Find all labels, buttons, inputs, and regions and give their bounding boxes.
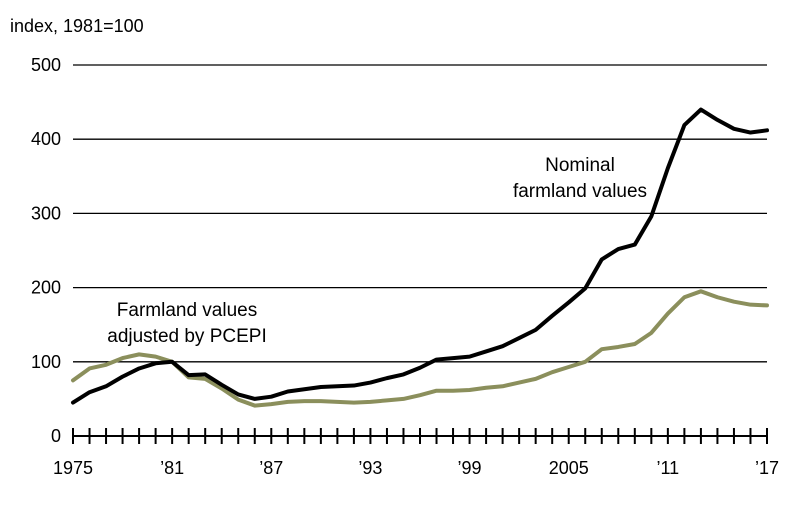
x-tick-label-2005: 2005	[549, 458, 589, 478]
x-tick-label-1999: ’99	[458, 458, 482, 478]
y-tick-label-100: 100	[31, 352, 61, 372]
x-tick-label-2011: ’11	[657, 458, 680, 478]
y-tick-label-400: 400	[31, 129, 61, 149]
y-tick-label-200: 200	[31, 278, 61, 298]
x-tick-label-1975: 1975	[53, 458, 93, 478]
y-gridlines	[73, 64, 767, 363]
y-tick-label-300: 300	[31, 203, 61, 223]
series-annotations: Nominal farmland values Farmland values adj…	[107, 155, 647, 347]
x-tick-label-1987: ’87	[259, 458, 283, 478]
x-tick-label-2017: ’17	[755, 458, 779, 478]
x-axis	[72, 428, 768, 444]
series-label-line: Nominal	[545, 155, 615, 176]
series-label-line: adjusted by PCEPI	[107, 326, 266, 347]
x-tick-labels: 1975 ’81 ’87 ’93 ’99 2005 ’11 ’17	[53, 458, 779, 478]
y-tick-label-500: 500	[31, 55, 61, 75]
series-label-0: Nominal farmland values	[513, 155, 647, 202]
y-tick-labels: 0 100 200 300 400 500	[31, 55, 61, 446]
series-label-line: farmland values	[513, 181, 647, 202]
series-lines	[71, 107, 769, 408]
y-axis-unit-label: index, 1981=100	[10, 16, 144, 36]
x-tick-label-1981: ’81	[160, 458, 184, 478]
series-line-0	[71, 107, 769, 405]
series-label-line: Farmland values	[117, 300, 257, 321]
x-tick-label-1993: ’93	[358, 458, 382, 478]
series-line-1	[71, 289, 769, 408]
y-tick-label-0: 0	[51, 426, 61, 446]
series-label-1: Farmland values adjusted by PCEPI	[107, 300, 266, 347]
